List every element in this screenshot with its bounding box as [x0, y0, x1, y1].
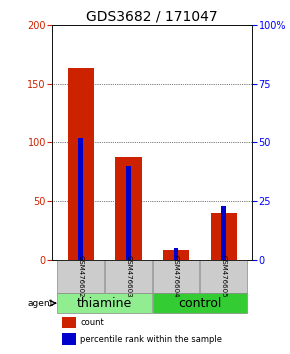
- Bar: [68, 68, 94, 260]
- Text: control: control: [178, 297, 222, 310]
- Text: count: count: [80, 318, 104, 327]
- Bar: [62, 317, 76, 329]
- Text: thiamine: thiamine: [77, 297, 132, 310]
- Bar: [153, 293, 247, 313]
- Bar: [126, 166, 131, 260]
- Bar: [62, 333, 76, 345]
- Bar: [153, 260, 200, 293]
- Bar: [211, 213, 237, 260]
- Bar: [115, 158, 142, 260]
- Text: GSM476602: GSM476602: [78, 255, 84, 298]
- Text: percentile rank within the sample: percentile rank within the sample: [80, 335, 222, 344]
- Bar: [163, 250, 189, 260]
- Bar: [57, 293, 152, 313]
- Text: GSM476604: GSM476604: [173, 255, 179, 298]
- Bar: [174, 248, 178, 260]
- Bar: [105, 260, 152, 293]
- Text: GSM476605: GSM476605: [221, 255, 227, 298]
- Bar: [200, 260, 247, 293]
- Title: GDS3682 / 171047: GDS3682 / 171047: [86, 10, 218, 24]
- Bar: [221, 206, 226, 260]
- Bar: [57, 260, 104, 293]
- Text: agent: agent: [28, 299, 54, 308]
- Bar: [78, 137, 83, 260]
- Text: GSM476603: GSM476603: [126, 255, 131, 298]
